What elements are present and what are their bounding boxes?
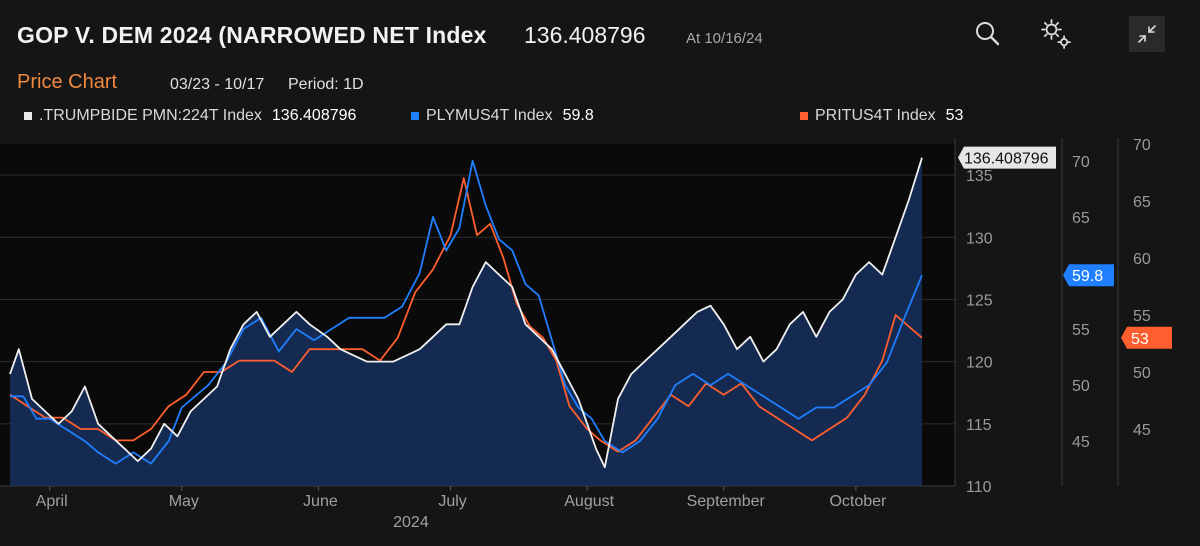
last-value: 136.408796 [524,22,646,48]
legend-item-plymus4t: PLYMUS4T Index 59.8 [411,107,594,125]
legend-item-pritus4t: PRITUS4T Index 53 [800,107,963,125]
legend-swatch [411,112,419,120]
series-line-3 [9,177,923,453]
end-label-primary: 136.408796 [964,151,1049,168]
tab-price-chart[interactable]: Price Chart [17,71,118,93]
y-tick-label-primary: 135 [966,168,993,185]
date-range[interactable]: 03/23 - 10/17 [170,76,265,93]
legend-label: PLYMUS4T Index [426,107,553,124]
y-tick-label-primary: 115 [966,417,992,434]
y-tick-label-tertiary: 65 [1133,194,1151,211]
y-tick-label-secondary: 70 [1072,154,1090,171]
x-tick-label: May [169,493,199,510]
legend-value: 59.8 [562,107,594,124]
y-tick-label-tertiary: 60 [1133,251,1151,268]
period-selector[interactable]: Period: 1D [288,76,364,93]
y-tick-label-tertiary: 45 [1133,422,1151,439]
x-year-label: 2024 [393,514,429,531]
y-tick-label-tertiary: 50 [1133,365,1151,382]
x-tick-label: June [303,493,338,510]
as-of-date: At 10/16/24 [686,30,763,47]
end-label-tertiary: 53 [1131,331,1149,348]
legend-swatch [800,112,808,120]
legend-swatch [24,112,32,120]
y-tick-label-primary: 110 [966,479,992,496]
end-label-box-secondary [1063,264,1114,287]
legend-label: PRITUS4T Index [815,107,936,124]
series-area-1 [10,157,922,486]
end-label-box-tertiary [1121,326,1172,349]
x-tick-label: August [564,493,614,510]
x-tick-label: September [687,493,766,510]
end-label-secondary: 59.8 [1072,268,1103,285]
y-tick-label-secondary: 55 [1072,322,1090,339]
legend-value: 53 [945,107,964,124]
y-tick-label-tertiary: 70 [1133,137,1151,154]
end-label-box-primary [958,146,1056,169]
y-tick-label-primary: 120 [966,355,993,372]
settings-gears-icon[interactable] [1038,16,1074,52]
collapse-icon[interactable] [1129,16,1165,52]
y-tick-label-primary: 125 [966,292,993,309]
search-icon[interactable] [970,16,1006,52]
page-title: GOP V. DEM 2024 (NARROWED NET Index [17,22,487,48]
legend-value: 136.408796 [271,107,357,124]
series-line-2 [10,159,923,465]
y-tick-label-secondary: 65 [1072,210,1090,227]
legend-label: .TRUMPBIDE PMN:224T Index [39,107,262,124]
y-tick-label-tertiary: 55 [1133,308,1151,325]
series-line-1 [9,157,923,469]
x-tick-label: October [829,493,887,510]
y-tick-label-secondary: 50 [1072,378,1090,395]
x-tick-label: July [438,493,466,510]
price-chart[interactable]: 1351301251201151107065605550457065605550… [0,135,1200,546]
x-tick-label: April [36,493,68,510]
header-bar: GOP V. DEM 2024 (NARROWED NET Index 136.… [0,0,1200,66]
y-tick-label-secondary: 45 [1072,434,1090,451]
y-tick-label-primary: 130 [966,230,993,247]
legend-item-trumpbide: .TRUMPBIDE PMN:224T Index 136.408796 [24,107,356,125]
